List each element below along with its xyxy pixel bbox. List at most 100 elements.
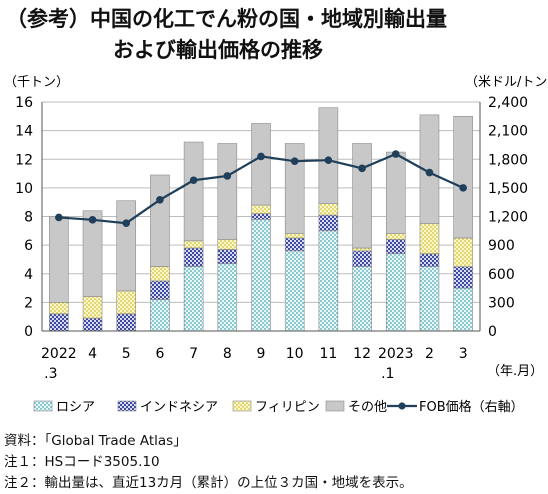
legend-russia-swatch xyxy=(33,400,53,412)
y2-tick-label: 1,500 xyxy=(488,181,528,197)
y-tick-label: 8 xyxy=(24,210,33,226)
x-tick-label: 4 xyxy=(88,346,97,362)
x-tick-label: 9 xyxy=(257,346,266,362)
y-tick-label: 10 xyxy=(15,181,33,197)
x-tick-label: 12 xyxy=(353,346,371,362)
y-tick-label: 0 xyxy=(24,324,33,340)
note-1: 注１：HSコード3505.10 xyxy=(4,454,160,470)
legend-philippines-label: フィリピン xyxy=(255,400,320,415)
legend-other-swatch xyxy=(325,400,345,412)
bar-other xyxy=(82,210,103,297)
bar-other xyxy=(318,107,339,204)
bar-russia xyxy=(453,287,473,332)
bar-indonesia xyxy=(183,247,204,267)
bar-philippines xyxy=(183,240,204,249)
bar-indonesia xyxy=(150,280,170,300)
legend-russia-label: ロシア xyxy=(56,400,95,415)
bar-indonesia xyxy=(419,253,440,267)
y-tick-label: 12 xyxy=(15,152,33,168)
bars xyxy=(49,107,473,332)
x-tick-label: 5 xyxy=(122,346,131,362)
bar-other xyxy=(150,174,170,267)
legend-philippines-swatch xyxy=(232,400,252,412)
y-tick-label: 4 xyxy=(24,267,33,283)
bar-indonesia xyxy=(251,213,271,220)
bar-other xyxy=(183,141,204,242)
bar-indonesia xyxy=(116,313,137,332)
fob-point xyxy=(88,216,97,224)
y-tick-label: 16 xyxy=(15,95,33,111)
bar-indonesia xyxy=(352,250,372,267)
y-tick-label: 6 xyxy=(24,238,33,254)
bar-philippines xyxy=(453,237,473,267)
note-source: 資料：「Global Trade Atlas」 xyxy=(4,433,187,449)
y2-tick-label: 300 xyxy=(488,295,515,311)
y2-tick-label: 1,800 xyxy=(488,152,528,168)
x-tick-label: 2 xyxy=(425,346,434,362)
fob-point xyxy=(189,176,198,185)
bar-russia xyxy=(284,250,305,332)
x-tick-label: 3 xyxy=(459,346,468,362)
axes: 0 2 4 6 8 10 12 14 16 0 300 600 900 1,200 1,500 1,800 2,… xyxy=(4,75,548,382)
y-tick-label: 2 xyxy=(24,295,33,311)
title-text-1: 中国の化工でん粉の国・地域別輸出量 xyxy=(90,7,447,31)
x-tick-label: 8 xyxy=(223,346,232,362)
chart-title-line2: および輸出価格の推移 xyxy=(113,38,323,62)
y2-tick-label: 2,100 xyxy=(488,124,528,140)
note-2: 注２：輸出量は、直近13カ月（累計）の上位３カ国・地域を表示。 xyxy=(4,475,413,491)
x-tick-label: 7 xyxy=(189,346,198,362)
notes: 資料：「Global Trade Atlas」 注１：HSコード3505.10 … xyxy=(4,431,413,494)
x-tick-label: 2022.3 xyxy=(41,346,77,382)
bar-philippines xyxy=(352,247,372,252)
bar-other xyxy=(217,143,238,240)
fob-point xyxy=(459,184,467,192)
fob-point xyxy=(223,172,232,180)
fob-point xyxy=(358,164,366,173)
y2-tick-label: 2,400 xyxy=(488,95,528,111)
fob-point xyxy=(324,156,333,165)
x-tick-label: 10 xyxy=(286,346,304,362)
y2-tick-label: 0 xyxy=(488,324,497,340)
x-tick-label: 2023.1 xyxy=(378,346,414,382)
y2-axis-unit: （米ドル/トン） xyxy=(465,75,548,90)
bar-russia xyxy=(183,266,204,332)
y-tick-label: 14 xyxy=(15,124,33,140)
bar-other xyxy=(251,123,271,206)
bar-philippines xyxy=(82,296,103,319)
bar-philippines xyxy=(251,204,271,214)
bar-philippines xyxy=(318,203,339,216)
bar-indonesia xyxy=(284,237,305,252)
bar-philippines xyxy=(419,223,440,255)
bar-indonesia xyxy=(49,313,69,332)
legend-fob-marker xyxy=(398,402,406,410)
bar-other xyxy=(49,216,69,303)
bar-indonesia xyxy=(318,214,339,232)
bar-russia xyxy=(251,219,271,332)
fob-point xyxy=(290,157,299,165)
legend: ロシア インドネシア フィリピン その他 FOB価格（右軸） xyxy=(33,399,524,415)
bar-russia xyxy=(352,266,372,332)
x-axis-unit: （年.月） xyxy=(487,364,543,379)
bar-philippines xyxy=(49,302,69,315)
bar-russia xyxy=(217,263,238,332)
bar-philippines xyxy=(116,290,137,315)
bar-philippines xyxy=(385,233,406,240)
bar-philippines xyxy=(217,239,238,250)
title-prefix: （参考） xyxy=(6,7,90,31)
bar-other xyxy=(385,151,406,234)
y-axis-unit: （千トン） xyxy=(4,75,69,90)
bar-russia xyxy=(150,299,170,332)
y2-tick-label: 600 xyxy=(488,267,515,283)
fob-point xyxy=(391,150,400,158)
bar-philippines xyxy=(150,266,170,282)
bar-russia xyxy=(419,266,440,332)
fob-point xyxy=(122,219,131,227)
y2-tick-label: 900 xyxy=(488,238,515,254)
legend-indonesia-label: インドネシア xyxy=(140,400,218,415)
bar-indonesia xyxy=(453,266,473,289)
chart-title-line1: （参考）中国の化工でん粉の国・地域別輸出量 xyxy=(6,4,447,34)
bar-russia xyxy=(385,253,406,332)
bar-other xyxy=(453,116,473,239)
x-tick-label: 6 xyxy=(155,346,164,362)
bar-russia xyxy=(318,230,339,332)
